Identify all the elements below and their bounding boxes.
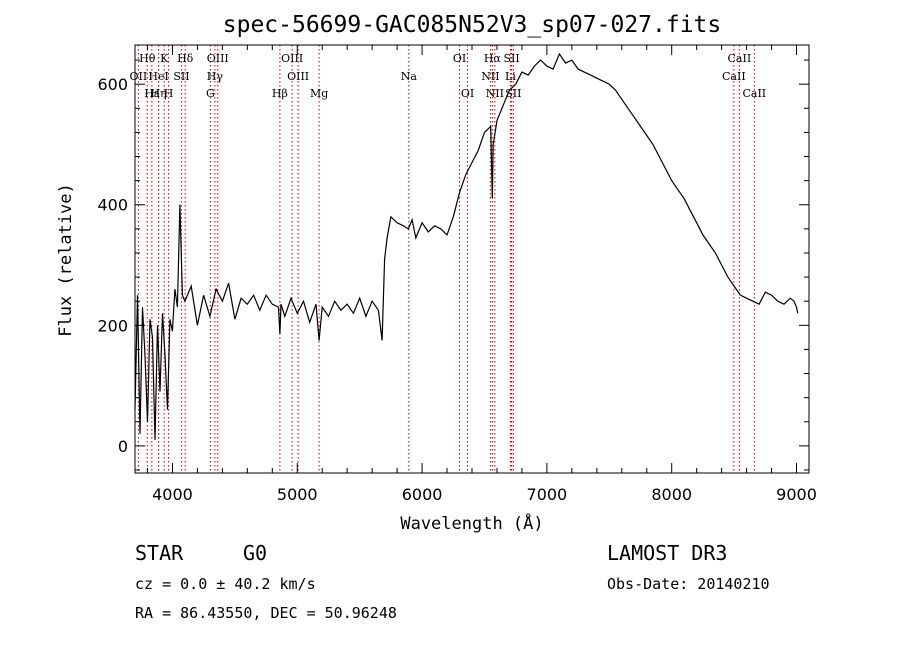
spectral-line-markers <box>137 45 755 473</box>
y-axis-label: Flux (relative) <box>56 183 76 337</box>
object-subclass: G0 <box>243 541 268 565</box>
line-label: CaII <box>742 87 766 100</box>
line-label: Hδ <box>177 52 194 65</box>
y-tick-label: 400 <box>97 196 128 215</box>
line-label: SII <box>173 70 189 83</box>
axes: 4000 5000 6000 7000 8000 9000 0 200 400 600 <box>97 45 817 504</box>
line-label: Mg <box>310 87 328 100</box>
object-class: STAR <box>135 541 184 565</box>
line-label: NII <box>486 87 504 100</box>
line-label: OII <box>130 70 148 83</box>
line-label: Li <box>505 70 516 83</box>
x-tick-label: 7000 <box>527 485 568 504</box>
line-label: OIII <box>287 70 309 83</box>
line-label: OI <box>461 87 474 100</box>
line-label: CaII <box>722 70 746 83</box>
line-label: Hα <box>484 52 502 65</box>
line-label: Hθ <box>139 52 156 65</box>
x-tick-label: 6000 <box>402 485 443 504</box>
x-tick-label: 8000 <box>651 485 692 504</box>
line-label: K <box>160 52 169 65</box>
line-label: CaII <box>728 52 752 65</box>
y-tick-label: 200 <box>97 316 128 335</box>
x-axis-label: Wavelength (Å) <box>400 512 543 534</box>
line-label: SII <box>503 52 519 65</box>
sky-coordinates: RA = 86.43550, DEC = 50.96248 <box>135 604 397 622</box>
survey-name: LAMOST DR3 <box>607 541 728 565</box>
line-label: Hγ <box>207 70 224 83</box>
line-label: G <box>206 87 215 100</box>
y-tick-label: 600 <box>97 75 128 94</box>
line-label: OI <box>453 52 466 65</box>
line-label: Hε <box>144 87 160 100</box>
x-tick-label: 9000 <box>776 485 817 504</box>
x-tick-label: 5000 <box>277 485 318 504</box>
plot-frame <box>134 44 810 474</box>
x-tick-label: 4000 <box>152 485 193 504</box>
spectral-line-labels: Hθ OII Hε K HeI Hη Hδ SII H OIII Hγ G OIII OIII Hβ Mg Na… <box>130 52 767 100</box>
line-label: OIII <box>207 52 229 65</box>
line-label: HeI <box>148 70 168 83</box>
line-label: Hβ <box>272 87 288 100</box>
line-label: H <box>164 87 174 100</box>
line-label: Na <box>401 70 418 83</box>
observation-date: Obs-Date: 20140210 <box>607 575 770 593</box>
chart-title: spec-56699-GAC085N52V3_sp07-027.fits <box>223 12 722 38</box>
spectrum-line <box>134 52 799 440</box>
y-tick-label: 0 <box>118 437 128 456</box>
line-label: Hη <box>150 87 166 100</box>
redshift-value: cz = 0.0 ± 40.2 km/s <box>135 575 316 593</box>
line-label: NII <box>481 70 499 83</box>
line-label: OIII <box>281 52 303 65</box>
